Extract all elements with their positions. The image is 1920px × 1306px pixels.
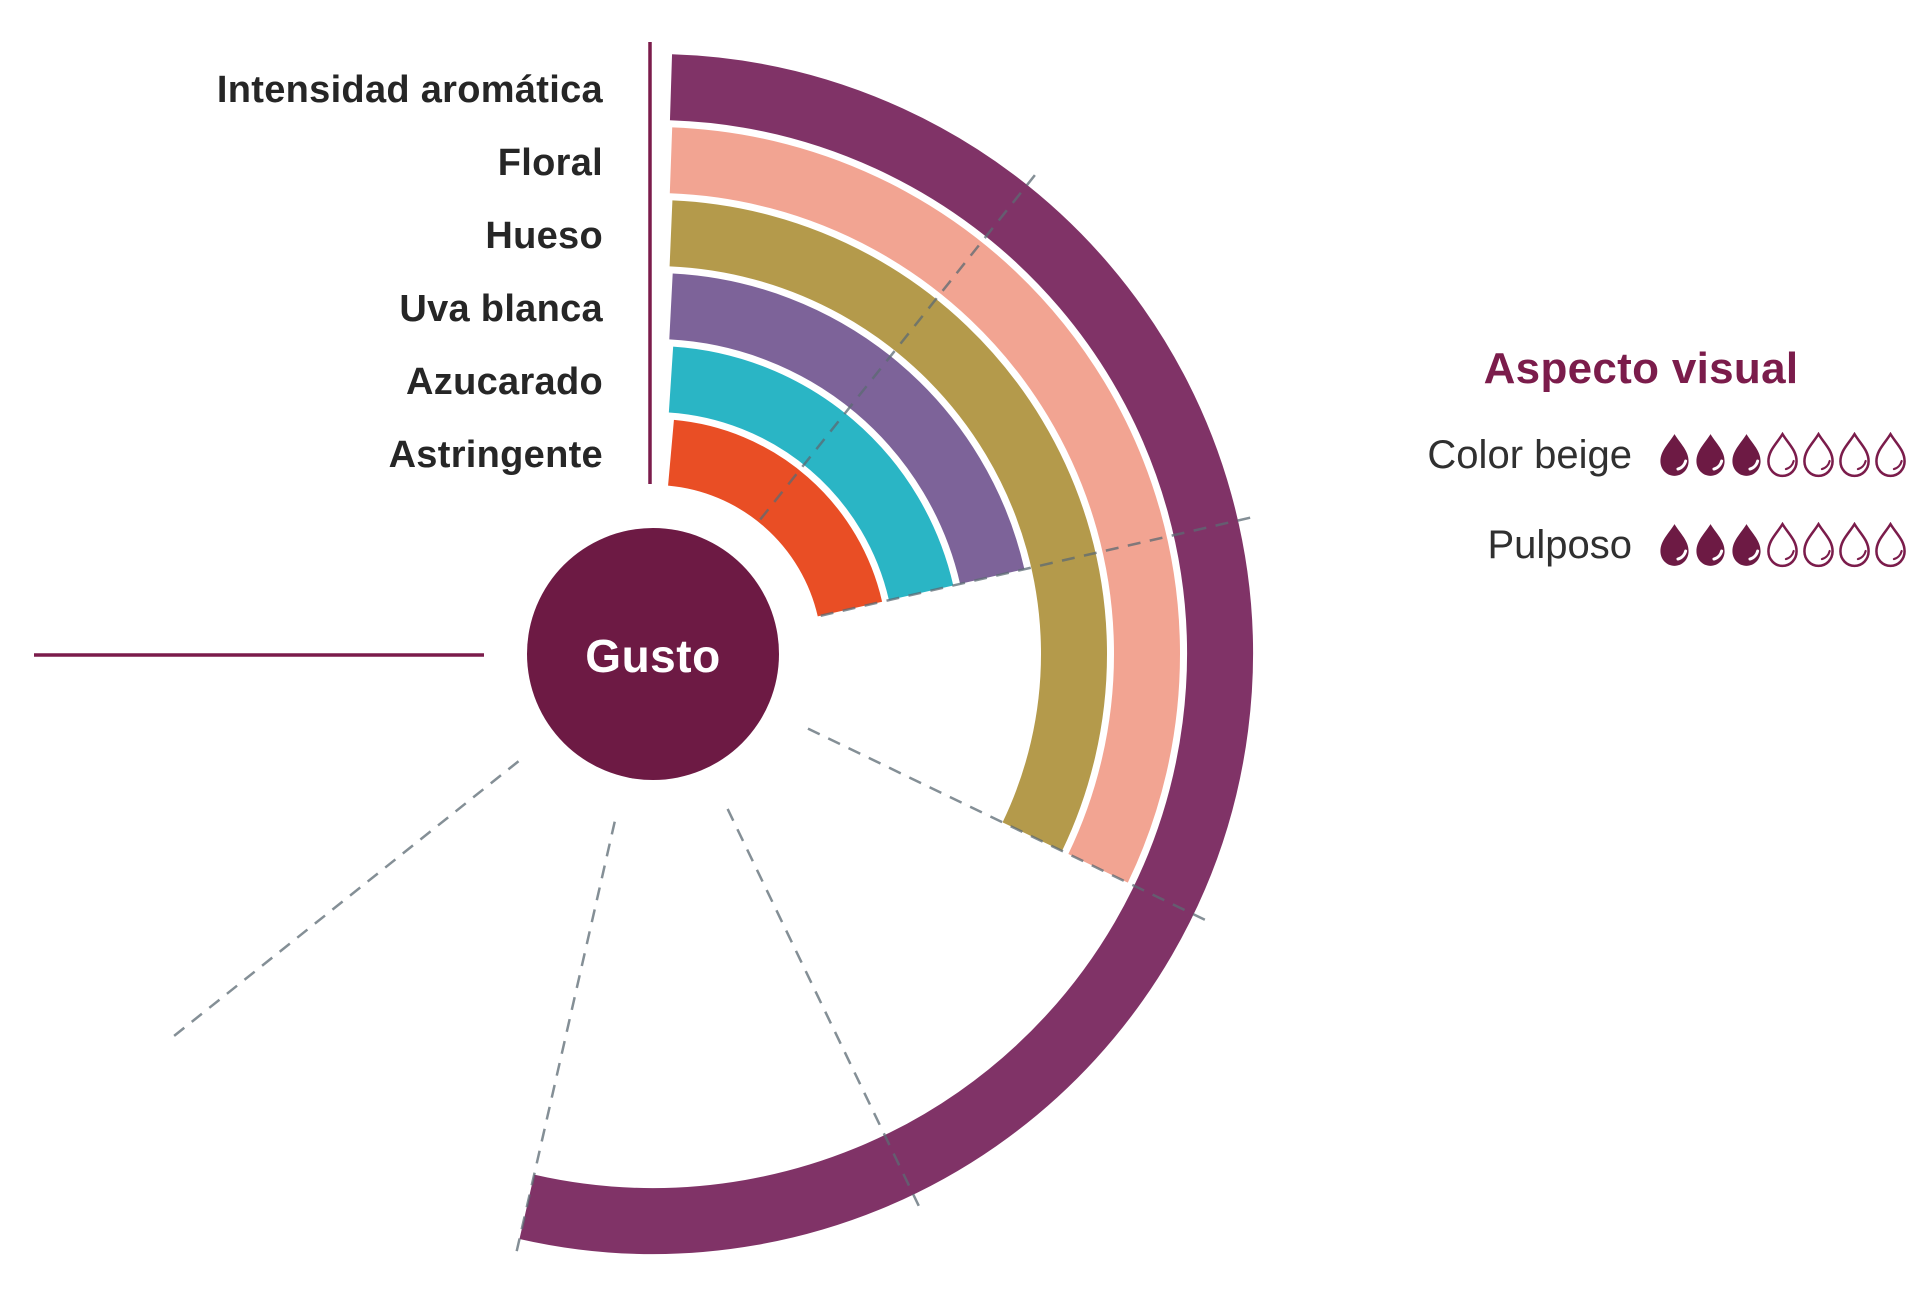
gridline	[165, 760, 520, 1043]
droplet-empty-icon	[1803, 432, 1834, 478]
ring-arc	[519, 54, 1253, 1254]
droplet-filled-icon	[1696, 524, 1725, 566]
aspect-row-label: Pulposo	[1487, 522, 1632, 567]
gridline	[759, 166, 1042, 521]
gridline	[807, 727, 1214, 926]
ring-label-hueso: Hueso	[485, 215, 603, 257]
ring-arc	[669, 127, 1180, 883]
droplet-filled-icon	[1660, 524, 1689, 566]
ring-label-column: Intensidad aromática Floral Hueso Uva bl…	[100, 54, 603, 492]
droplet-scale-pulposo	[1658, 522, 1907, 568]
droplet-empty-icon	[1767, 432, 1798, 478]
droplet-empty-icon	[1803, 522, 1834, 568]
aspect-row-color-beige: Color beige	[1200, 432, 1920, 478]
ring-label-floral: Floral	[497, 142, 603, 184]
droplet-empty-icon	[1767, 522, 1798, 568]
center-label: Gusto	[585, 630, 721, 682]
droplet-empty-icon	[1875, 522, 1906, 568]
ring-label-azucarado: Azucarado	[406, 361, 603, 403]
gridline	[513, 821, 616, 1261]
aspect-row-label: Color beige	[1427, 432, 1632, 477]
droplet-empty-icon	[1839, 522, 1870, 568]
ring-label-intensidad-aromatica: Intensidad aromática	[216, 69, 603, 111]
droplet-filled-icon	[1660, 434, 1689, 476]
ring-label-astringente: Astringente	[388, 434, 603, 476]
droplet-empty-icon	[1839, 432, 1870, 478]
ring-label-uva-blanca: Uva blanca	[399, 288, 603, 330]
center-circle	[527, 528, 779, 780]
ring-arc	[668, 346, 954, 601]
ring-arc	[669, 200, 1107, 851]
gridline	[726, 808, 925, 1215]
droplet-filled-icon	[1732, 524, 1761, 566]
droplet-empty-icon	[1875, 432, 1906, 478]
droplet-filled-icon	[1732, 434, 1761, 476]
aspect-panel-title: Aspecto visual	[1483, 344, 1799, 393]
ring-arc	[667, 419, 883, 618]
gridline	[820, 514, 1260, 617]
droplet-filled-icon	[1696, 434, 1725, 476]
ring-arc	[668, 273, 1025, 585]
aspect-row-pulposo: Pulposo	[1200, 522, 1920, 568]
droplet-scale-color-beige	[1658, 432, 1907, 478]
